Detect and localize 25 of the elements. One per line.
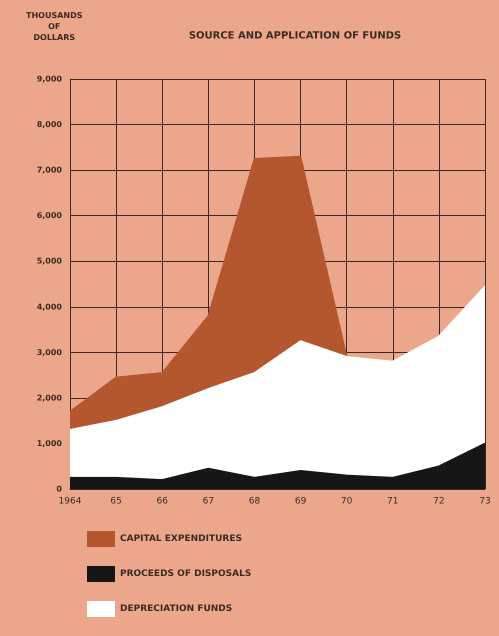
legend-label: PROCEEDS OF DISPOSALS bbox=[120, 569, 252, 579]
x-tick-label: 73 bbox=[479, 496, 491, 506]
chart-title: SOURCE AND APPLICATION OF FUNDS bbox=[188, 30, 402, 42]
x-tick-label: 65 bbox=[110, 496, 122, 506]
y-tick-label: 5,000 bbox=[36, 256, 62, 266]
x-tick-label: 1964 bbox=[58, 496, 82, 506]
legend-label: DEPRECIATION FUNDS bbox=[120, 604, 232, 614]
legend-label: CAPITAL EXPENDITURES bbox=[120, 534, 242, 544]
x-tick-label: 69 bbox=[294, 496, 307, 506]
x-tick-label: 70 bbox=[340, 496, 353, 506]
y-tick-label: 7,000 bbox=[36, 166, 62, 175]
x-tick-label: 68 bbox=[248, 496, 260, 506]
y-tick-label: 3,000 bbox=[36, 348, 62, 357]
y-tick-label: 4,000 bbox=[36, 302, 62, 312]
x-tick-label: 72 bbox=[433, 496, 445, 506]
y-tick-label: 9,000 bbox=[36, 74, 62, 84]
y-axis-title: THOUSANDS OF DOLLARS bbox=[26, 11, 83, 42]
x-tick-label: 67 bbox=[202, 496, 214, 506]
x-tick-label: 66 bbox=[156, 496, 168, 506]
x-tick-label: 71 bbox=[387, 496, 399, 506]
y-tick-label: 8,000 bbox=[36, 120, 62, 130]
y-tick-label: 6,000 bbox=[36, 211, 62, 220]
y-tick-label: 1,000 bbox=[36, 438, 62, 448]
y-tick-label: 0 bbox=[56, 484, 62, 494]
y-tick-label: 2,000 bbox=[36, 393, 62, 402]
